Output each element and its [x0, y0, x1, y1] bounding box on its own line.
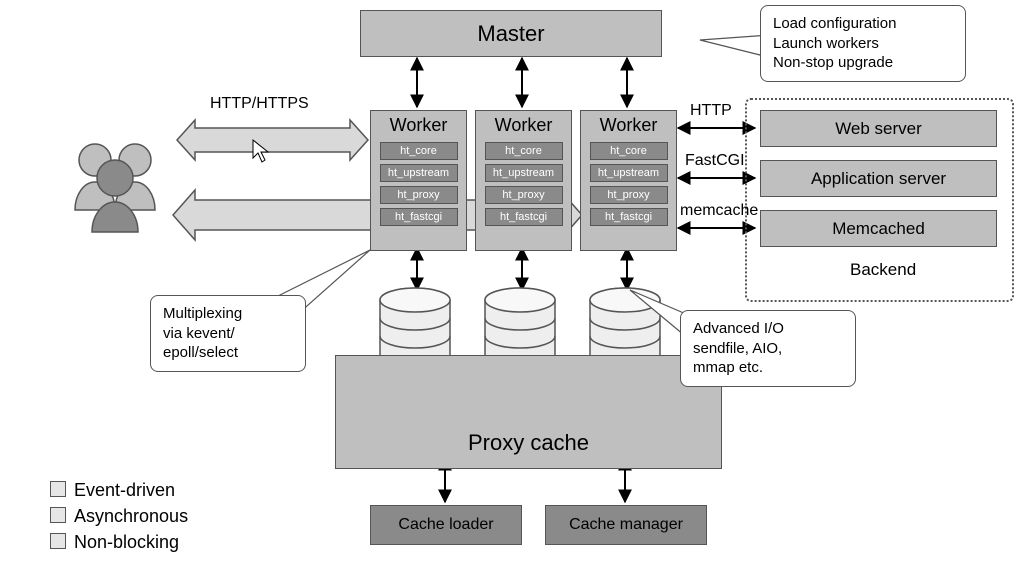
- label-http-https: HTTP/HTTPS: [210, 95, 309, 113]
- worker-title: Worker: [495, 115, 553, 136]
- callout-line: Advanced I/O: [693, 319, 843, 339]
- cache-loader-label: Cache loader: [398, 516, 493, 534]
- master-label: Master: [477, 21, 544, 47]
- callout-mux: Multiplexing via kevent/ epoll/select: [150, 295, 306, 372]
- worker-module: ht_proxy: [590, 186, 668, 204]
- label-fastcgi: FastCGI: [685, 152, 745, 170]
- callout-line: via kevent/: [163, 324, 293, 344]
- legend-item-1: Event-driven: [50, 480, 175, 501]
- worker-module: ht_upstream: [380, 164, 458, 182]
- proxy-cache-box: Proxy cache: [335, 355, 722, 469]
- worker-module: ht_upstream: [590, 164, 668, 182]
- worker-box-3: Worker ht_core ht_upstream ht_proxy ht_f…: [580, 110, 677, 251]
- legend-square-icon: [50, 481, 66, 497]
- worker-module: ht_fastcgi: [590, 208, 668, 226]
- callout-master: Load configuration Launch workers Non-st…: [760, 5, 966, 82]
- worker-module: ht_proxy: [380, 186, 458, 204]
- callout-line: epoll/select: [163, 343, 293, 363]
- worker-box-2: Worker ht_core ht_upstream ht_proxy ht_f…: [475, 110, 572, 251]
- callout-line: mmap etc.: [693, 358, 843, 378]
- worker-module: ht_upstream: [485, 164, 563, 182]
- callout-line: Multiplexing: [163, 304, 293, 324]
- worker-box-1: Worker ht_core ht_upstream ht_proxy ht_f…: [370, 110, 467, 251]
- cache-manager-label: Cache manager: [569, 516, 683, 534]
- worker-module: ht_fastcgi: [380, 208, 458, 226]
- backend-memcached: Memcached: [760, 210, 997, 247]
- callout-line: sendfile, AIO,: [693, 339, 843, 359]
- backend-label: Backend: [850, 260, 916, 280]
- legend-square-icon: [50, 507, 66, 523]
- legend-square-icon: [50, 533, 66, 549]
- cache-loader-box: Cache loader: [370, 505, 522, 545]
- cursor-icon: [253, 140, 268, 162]
- callout-line: Launch workers: [773, 34, 953, 54]
- callout-aio: Advanced I/O sendfile, AIO, mmap etc.: [680, 310, 856, 387]
- backend-item-label: Memcached: [832, 219, 925, 239]
- master-box: Master: [360, 10, 662, 57]
- backend-appserver: Application server: [760, 160, 997, 197]
- callout-line: Load configuration: [773, 14, 953, 34]
- users-icon: [75, 144, 155, 232]
- worker-module: ht_core: [380, 142, 458, 160]
- callout-line: Non-stop upgrade: [773, 53, 953, 73]
- backend-item-label: Web server: [835, 119, 922, 139]
- worker-module: ht_core: [485, 142, 563, 160]
- label-http: HTTP: [690, 102, 732, 120]
- backend-item-label: Application server: [811, 169, 946, 189]
- backend-webserver: Web server: [760, 110, 997, 147]
- label-memcache: memcache: [680, 202, 758, 220]
- cache-manager-box: Cache manager: [545, 505, 707, 545]
- legend-item-2: Asynchronous: [50, 506, 188, 527]
- legend-item-3: Non-blocking: [50, 532, 179, 553]
- proxy-cache-label: Proxy cache: [468, 430, 589, 456]
- worker-title: Worker: [390, 115, 448, 136]
- worker-module: ht_proxy: [485, 186, 563, 204]
- worker-module: ht_fastcgi: [485, 208, 563, 226]
- worker-title: Worker: [600, 115, 658, 136]
- worker-module: ht_core: [590, 142, 668, 160]
